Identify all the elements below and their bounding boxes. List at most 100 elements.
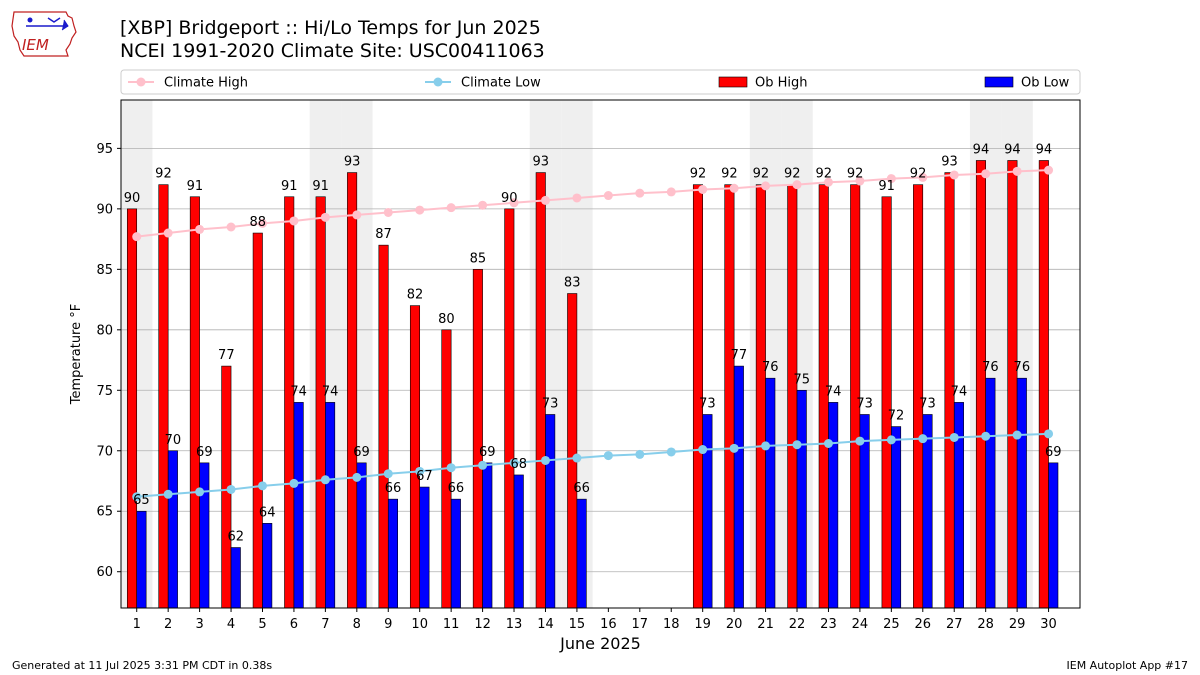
- legend-climate-low-marker: [433, 77, 443, 87]
- ob-high-label-day-24: 92: [847, 167, 864, 182]
- x-tick-label-1: 1: [133, 617, 141, 632]
- climate-high-point-day-19: [698, 185, 708, 195]
- ob-low-bar-day-7: [325, 402, 336, 609]
- ob-high-label-day-5: 88: [250, 215, 267, 230]
- ob-high-bar-day-8: [347, 172, 358, 609]
- x-tick-label-25: 25: [883, 617, 900, 632]
- ob-low-label-day-11: 66: [448, 481, 465, 496]
- y-tick-label-70: 70: [96, 444, 113, 459]
- ob-high-bar-day-7: [315, 196, 326, 609]
- y-tick-label-65: 65: [96, 505, 113, 520]
- climate-high-point-day-20: [729, 183, 739, 193]
- x-tick-label-16: 16: [600, 617, 617, 632]
- ob-high-label-day-28: 94: [973, 142, 990, 157]
- ob-high-label-day-27: 93: [941, 155, 958, 170]
- climate-low-point-day-25: [886, 435, 896, 445]
- ob-high-label-day-13: 90: [501, 191, 518, 206]
- y-tick-label-75: 75: [96, 384, 113, 399]
- x-tick-label-12: 12: [474, 617, 491, 632]
- ob-low-bar-day-23: [828, 402, 839, 609]
- ob-high-bar-day-2: [158, 184, 169, 609]
- climate-high-point-day-11: [446, 203, 456, 213]
- legend-climate-high-marker: [136, 77, 146, 87]
- ob-low-label-day-3: 69: [196, 445, 213, 460]
- climate-low-point-day-3: [195, 487, 205, 497]
- ob-low-label-day-7: 74: [322, 384, 339, 399]
- ob-low-bar-day-1: [136, 510, 147, 609]
- ob-low-bar-day-2: [167, 450, 178, 609]
- ob-high-label-day-8: 93: [344, 155, 361, 170]
- app-credit: IEM Autoplot App #17: [1066, 659, 1189, 672]
- x-tick-label-30: 30: [1040, 617, 1057, 632]
- climate-high-point-day-27: [949, 170, 959, 180]
- ob-low-bar-day-14: [545, 414, 556, 609]
- climate-high-point-day-6: [289, 216, 299, 226]
- climate-high-point-day-22: [792, 180, 802, 190]
- climate-low-point-day-19: [698, 445, 708, 455]
- ob-high-bar-day-30: [1038, 160, 1049, 609]
- ob-high-label-day-22: 92: [784, 167, 801, 182]
- x-tick-label-26: 26: [915, 617, 932, 632]
- climate-low-point-day-27: [949, 432, 959, 442]
- ob-high-label-day-26: 92: [910, 167, 927, 182]
- ob-high-label-day-4: 77: [218, 348, 235, 363]
- ob-low-bar-day-11: [450, 498, 461, 609]
- climate-low-line: [136, 432, 1049, 498]
- climate-high-point-day-2: [163, 228, 173, 238]
- climate-low-point-day-23: [823, 439, 833, 449]
- x-tick-label-6: 6: [290, 617, 298, 632]
- ob-high-label-day-9: 87: [375, 227, 392, 242]
- climate-high-point-day-12: [478, 200, 488, 210]
- ob-low-label-day-1: 65: [133, 493, 150, 508]
- climate-high-point-day-7: [320, 212, 330, 222]
- ob-low-label-day-15: 66: [573, 481, 590, 496]
- ob-high-bar-day-21: [755, 184, 766, 609]
- ob-low-bar-day-22: [796, 389, 807, 609]
- ob-high-label-day-2: 92: [155, 167, 172, 182]
- climate-high-point-day-30: [1044, 165, 1054, 175]
- climate-high-point-day-5: [257, 218, 267, 228]
- ob-low-label-day-4: 62: [227, 530, 244, 545]
- ob-high-label-day-15: 83: [564, 276, 581, 291]
- ob-high-bar-day-22: [787, 184, 798, 609]
- chart-title: [XBP] Bridgeport :: Hi/Lo Temps for Jun …: [120, 17, 541, 39]
- ob-high-label-day-21: 92: [753, 167, 770, 182]
- ob-low-bar-day-21: [765, 377, 776, 609]
- generated-timestamp: Generated at 11 Jul 2025 3:31 PM CDT in …: [12, 659, 273, 672]
- climate-low-point-day-28: [981, 431, 991, 441]
- y-tick-label-60: 60: [96, 565, 113, 580]
- ob-high-bar-day-6: [284, 196, 295, 609]
- ob-high-bar-day-14: [535, 172, 546, 609]
- ob-high-bar-day-20: [724, 184, 735, 609]
- ob-high-label-day-14: 93: [532, 155, 549, 170]
- climate-low-point-day-17: [635, 449, 645, 459]
- ob-low-bar-day-19: [702, 414, 713, 609]
- ob-low-bar-day-3: [199, 462, 210, 609]
- legend-ob-high-label: Ob High: [755, 76, 808, 91]
- climate-low-point-day-20: [729, 443, 739, 453]
- climate-high-point-day-18: [666, 187, 676, 197]
- climate-high-point-day-16: [603, 191, 613, 201]
- ob-low-bar-day-15: [576, 498, 587, 609]
- climate-low-point-day-26: [918, 434, 928, 444]
- ob-low-label-day-24: 73: [856, 396, 873, 411]
- ob-low-label-day-27: 74: [951, 384, 968, 399]
- climate-low-point-day-15: [572, 453, 582, 463]
- ob-low-bar-day-26: [922, 414, 933, 609]
- iem-logo: IEM: [11, 11, 77, 57]
- x-tick-label-2: 2: [164, 617, 172, 632]
- climate-low-point-day-5: [257, 481, 267, 491]
- climate-high-point-day-9: [383, 207, 393, 217]
- ob-high-label-day-12: 85: [470, 251, 487, 266]
- ob-high-bar-day-3: [189, 196, 200, 609]
- climate-low-point-day-7: [320, 475, 330, 485]
- ob-high-label-day-11: 80: [438, 312, 455, 327]
- climate-low-point-day-10: [415, 466, 425, 476]
- x-tick-label-5: 5: [258, 617, 266, 632]
- ob-low-bar-day-30: [1048, 462, 1059, 609]
- ob-low-bar-day-28: [985, 377, 996, 609]
- ob-low-label-day-5: 64: [259, 505, 276, 520]
- chart-subtitle: NCEI 1991-2020 Climate Site: USC00411063: [120, 40, 545, 62]
- x-tick-label-27: 27: [946, 617, 963, 632]
- x-tick-label-15: 15: [569, 617, 586, 632]
